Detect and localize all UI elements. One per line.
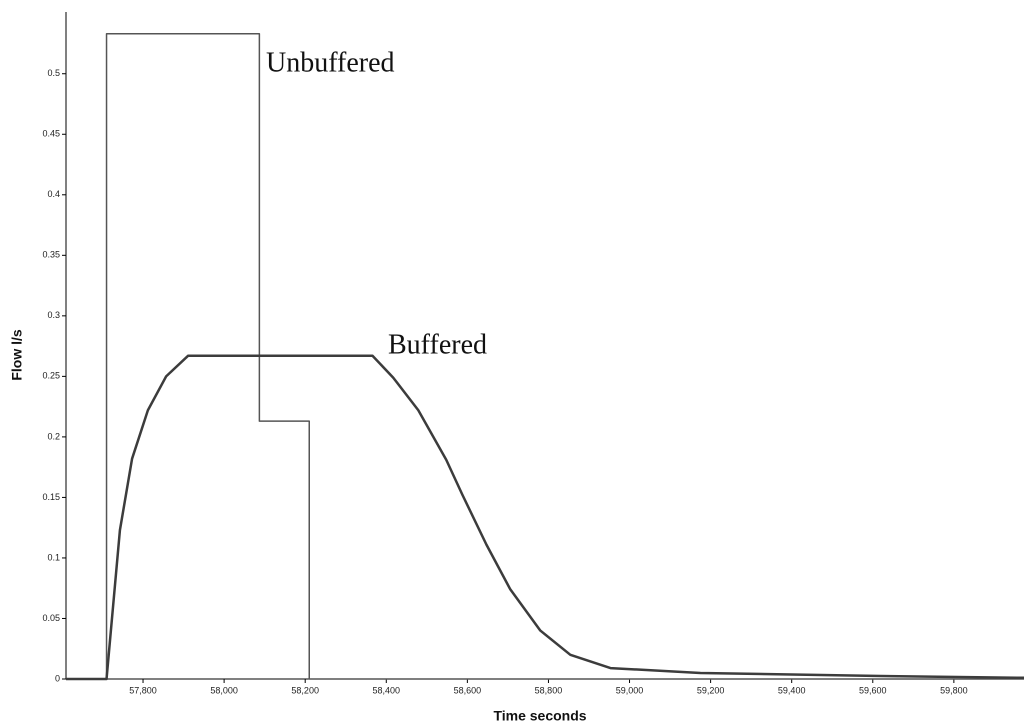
- series-label: Buffered: [388, 329, 487, 360]
- y-tick-label: 0.1: [47, 552, 60, 562]
- y-tick-label: 0.5: [47, 68, 60, 78]
- x-tick-label: 58,000: [210, 685, 238, 695]
- y-tick-label: 0.35: [42, 250, 60, 260]
- y-tick-label: 0.4: [47, 189, 60, 199]
- series-label: Unbuffered: [266, 47, 395, 78]
- x-tick-label: 58,200: [291, 685, 319, 695]
- x-tick-label: 57,800: [129, 685, 157, 695]
- y-tick-label: 0.05: [42, 613, 60, 623]
- series-line: [66, 33, 1024, 680]
- y-tick-label: 0.3: [47, 310, 60, 320]
- x-tick-label: 59,200: [697, 685, 725, 695]
- x-tick-label: 59,600: [859, 685, 887, 695]
- y-tick-label: 0.2: [47, 431, 60, 441]
- x-tick-label: 58,800: [535, 685, 563, 695]
- x-tick-label: 58,600: [454, 685, 482, 695]
- y-tick-label: 0.15: [42, 492, 60, 502]
- x-axis-title: Time seconds: [493, 708, 586, 724]
- y-tick-label: 0.45: [42, 129, 60, 139]
- y-axis-title: Flow l/s: [9, 329, 25, 381]
- x-tick-label: 59,800: [940, 685, 968, 695]
- x-tick-label: 59,000: [616, 685, 644, 695]
- y-tick-label: 0: [55, 673, 60, 683]
- y-tick-label: 0.25: [42, 371, 60, 381]
- x-tick-label: 59,400: [778, 685, 806, 695]
- series-line: [66, 354, 1024, 681]
- x-tick-label: 58,400: [373, 685, 401, 695]
